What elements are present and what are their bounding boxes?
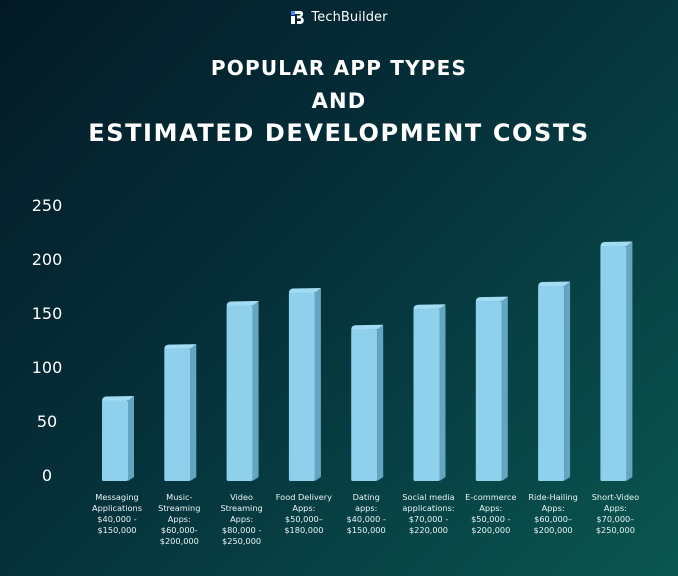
bar [600,241,633,481]
bar [164,344,197,481]
bar-front [351,329,378,481]
y-tick-label: 100 [32,358,63,377]
bar-side [128,396,134,481]
bar-side [501,296,508,481]
bar-front [102,400,128,481]
bar-front [600,246,627,481]
title-line-2: AND [311,89,367,113]
x-tick-label: Food Delivery Apps: $50,000– $180,000 [275,492,332,535]
bar-top [288,288,321,293]
x-tick-label: Ride-Hailing Apps: $60,000– $200,000 [528,492,578,535]
bar-side [377,324,384,481]
bars [102,241,633,481]
brand: TechBuilder [0,9,678,26]
y-tick-label: 200 [32,250,63,269]
bar-top [475,296,508,302]
y-tick-label: 50 [37,412,57,431]
x-tick-label: Music- Streaming Apps: $60,000- $200,000 [158,492,201,546]
bar-side [564,281,571,481]
title-line-1: POPULAR APP TYPES [210,56,468,80]
bar [102,396,134,481]
bar-front [164,348,191,481]
bar [538,281,571,481]
y-axis: 0 50 100 150 200 250 [32,196,63,485]
bar-front [475,301,502,481]
bar-front [413,308,440,481]
bar-side [439,304,446,481]
bar-top [102,396,134,401]
bar [226,300,259,481]
y-tick-label: 250 [32,196,63,215]
bar-side [190,344,197,481]
bar-side [626,241,633,481]
bar-front [288,292,315,481]
techbuilder-logo-icon [291,11,305,24]
y-tick-label: 150 [32,304,63,323]
bar-top [538,281,571,287]
x-tick-label: Messaging Applications $40,000 - $150,00… [91,492,142,535]
x-tick-label: E-commerce Apps: $50,000 - $200,000 [465,492,517,535]
bar-top [226,300,259,306]
bar-side [252,300,259,481]
x-tick-label: Dating apps: $40,000 - $150,000 [346,492,386,535]
bar-front [226,305,253,481]
bar-side [314,288,321,481]
bar [413,304,446,481]
bar-top [351,324,384,330]
y-tick-label: 0 [42,466,52,485]
x-tick-label: Video Streaming Apps: $80,000 - $250,000 [220,492,263,546]
bar-top [164,344,197,350]
bar-top [600,241,633,247]
x-tick-label: Social media applications: $70,000 - $22… [402,492,455,535]
brand-name: TechBuilder [311,10,388,25]
title-line-3: ESTIMATED DEVELOPMENT COSTS [88,119,590,147]
bar [351,324,384,481]
x-tick-label: Short-Video Apps: $70,000– $250,000 [591,492,640,535]
bar-front [538,286,565,481]
bar [288,288,321,481]
bar-top [413,304,446,310]
bar [475,296,508,481]
